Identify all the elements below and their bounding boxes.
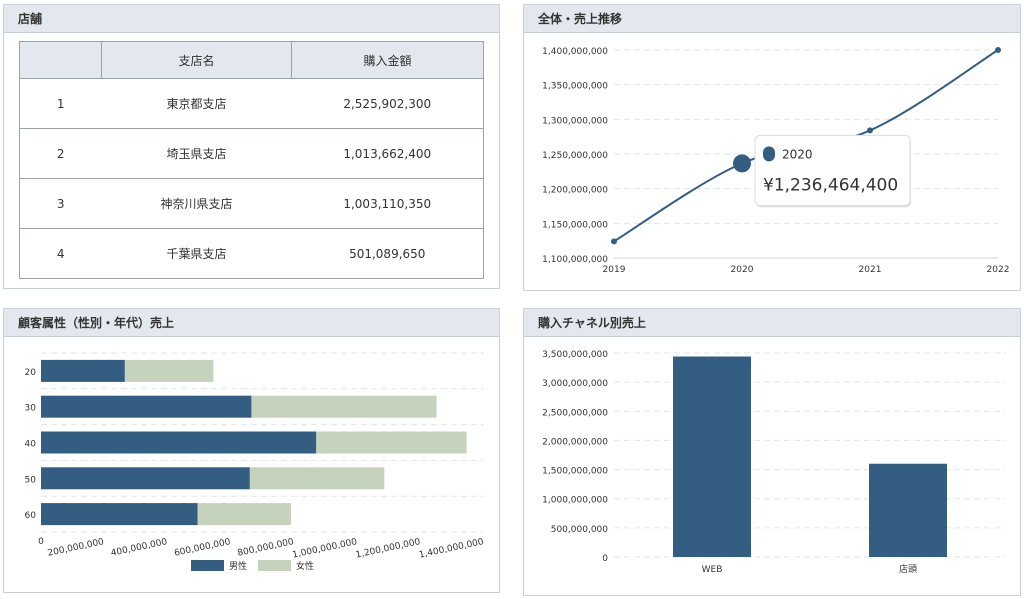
- trend-panel-title: 全体・売上推移: [524, 5, 1020, 33]
- bar: [869, 463, 947, 557]
- table-row[interactable]: 4 千葉県支店 501,089,650: [19, 228, 484, 279]
- row-number: 1: [19, 78, 102, 129]
- y-tick-label: 1,000,000,000: [542, 496, 608, 506]
- y-tick-label: 1,200,000,000: [542, 186, 608, 196]
- bar-male: [41, 359, 125, 382]
- bar-female: [251, 395, 437, 418]
- x-tick-label: 2021: [859, 265, 882, 275]
- store-amount: 501,089,650: [291, 228, 484, 279]
- store-panel: 店舗 支店名 購入金額 1 東京都支店 2,525,902,300 2 埼玉県支…: [3, 4, 500, 289]
- y-tick-label: 1,100,000,000: [542, 255, 608, 265]
- store-name: 埼玉県支店: [101, 128, 292, 179]
- attr-panel-title: 顧客属性（性別・年代）売上: [4, 309, 499, 337]
- channel-bar-chart[interactable]: 0 500,000,000 1,000,000,000 1,500,000,000 2,…: [524, 337, 1020, 595]
- y-tick-label: 30: [25, 404, 37, 414]
- tooltip: 2020 ¥1,236,464,400: [754, 134, 911, 208]
- x-tick-label: 800,000,000: [237, 537, 295, 559]
- x-tick-label: 2020: [731, 265, 754, 275]
- tooltip-label: 2020: [782, 147, 813, 161]
- y-tick-label: 1,500,000,000: [542, 467, 608, 477]
- y-tick-label: 60: [25, 511, 37, 521]
- store-name: 神奈川県支店: [101, 178, 292, 229]
- x-tick-label: 1,000,000,000: [292, 537, 359, 561]
- legend-label-male: 男性: [229, 560, 247, 572]
- y-tick-label: 1,350,000,000: [542, 82, 608, 92]
- x-tick-label: 400,000,000: [110, 537, 168, 559]
- x-tick-label: 0: [38, 537, 44, 547]
- legend-swatch-female: [258, 560, 291, 571]
- bar-female: [249, 467, 385, 490]
- tooltip-box: [754, 134, 911, 206]
- x-tick-label: 1,200,000,000: [355, 537, 422, 561]
- column-header-no: [19, 41, 102, 79]
- table-row[interactable]: 1 東京都支店 2,525,902,300: [19, 78, 484, 129]
- channel-panel: 購入チャネル別売上 0 500,000,000 1,000,000,000 1,500…: [523, 308, 1021, 596]
- y-tick-label: 50: [25, 475, 37, 485]
- y-tick-label: 1,250,000,000: [542, 151, 608, 161]
- channel-panel-title: 購入チャネル別売上: [524, 309, 1020, 337]
- store-name: 東京都支店: [101, 78, 292, 129]
- x-tick-label: 600,000,000: [173, 537, 231, 559]
- legend-label-female: 女性: [296, 560, 314, 572]
- legend-swatch-male: [191, 560, 224, 571]
- store-amount: 1,003,110,350: [291, 178, 484, 229]
- y-tick-label: 0: [602, 554, 608, 564]
- column-header-store-name: 支店名: [101, 41, 292, 79]
- x-tick-label: 2019: [603, 265, 626, 275]
- data-point: [995, 47, 1001, 53]
- bar-male: [41, 467, 250, 490]
- attr-panel: 顧客属性（性別・年代）売上 20 30 40 50 60 0 200,000,000 400,…: [3, 308, 500, 593]
- x-tick-label: 2022: [987, 265, 1010, 275]
- row-number: 2: [19, 128, 102, 179]
- tooltip-swatch: [763, 146, 775, 162]
- row-number: 4: [19, 228, 102, 279]
- bar-male: [41, 431, 317, 454]
- x-tick-label: WEB: [702, 565, 723, 575]
- y-tick-label: 1,400,000,000: [542, 47, 608, 57]
- x-tick-label: 1,400,000,000: [418, 537, 485, 561]
- store-amount: 1,013,662,400: [291, 128, 484, 179]
- y-tick-label: 3,500,000,000: [542, 350, 608, 360]
- table-row[interactable]: 3 神奈川県支店 1,003,110,350: [19, 178, 484, 229]
- y-tick-label: 1,300,000,000: [542, 116, 608, 126]
- trend-line-chart[interactable]: 1,100,000,000 1,150,000,000 1,200,000,000 1…: [524, 33, 1020, 290]
- column-header-amount: 購入金額: [291, 41, 484, 79]
- attr-stacked-bar-chart[interactable]: 20 30 40 50 60 0 200,000,000 400,000,000 600,000…: [4, 337, 499, 592]
- bar: [673, 356, 751, 557]
- tooltip-value: ¥1,236,464,400: [763, 175, 898, 195]
- y-tick-label: 1,150,000,000: [542, 220, 608, 230]
- table-header-row: 支店名 購入金額: [19, 41, 484, 79]
- y-tick-label: 3,000,000,000: [542, 379, 608, 389]
- store-table: 支店名 購入金額 1 東京都支店 2,525,902,300 2 埼玉県支店 1…: [19, 41, 484, 279]
- y-tick-label: 2,500,000,000: [542, 408, 608, 418]
- bar-male: [41, 503, 198, 526]
- y-tick-label: 500,000,000: [551, 525, 609, 535]
- y-tick-label: 20: [25, 368, 37, 378]
- trend-panel: 全体・売上推移 1,100,000,000 1,150,000,000 1,200,…: [523, 4, 1021, 291]
- x-tick-label: 200,000,000: [47, 537, 105, 559]
- data-point: [733, 154, 751, 173]
- row-number: 3: [19, 178, 102, 229]
- bar-female: [197, 503, 291, 526]
- store-amount: 2,525,902,300: [291, 78, 484, 129]
- x-tick-label: 店頭: [899, 563, 917, 575]
- data-point: [611, 238, 617, 245]
- y-tick-label: 2,000,000,000: [542, 437, 608, 447]
- bar-male: [41, 395, 252, 418]
- bar-female: [124, 359, 214, 382]
- data-point: [867, 127, 873, 134]
- store-panel-title: 店舗: [4, 5, 499, 33]
- bar-female: [316, 431, 467, 454]
- table-row[interactable]: 2 埼玉県支店 1,013,662,400: [19, 128, 484, 179]
- store-name: 千葉県支店: [101, 228, 292, 279]
- y-tick-label: 40: [25, 440, 37, 450]
